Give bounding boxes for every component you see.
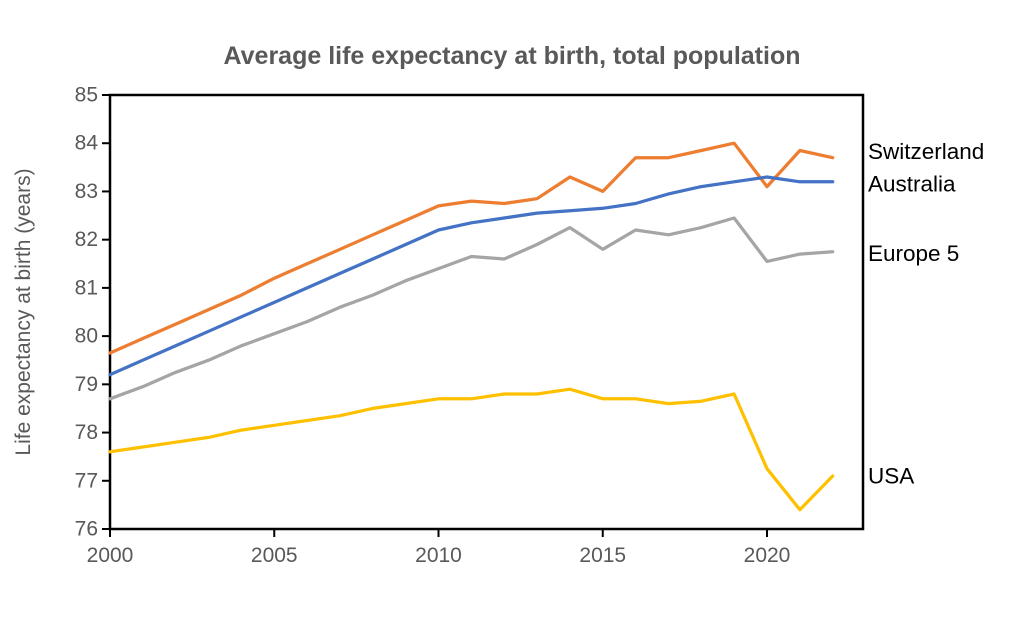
- x-tick-label: 2015: [579, 544, 626, 567]
- y-tick-label: 80: [75, 325, 98, 348]
- y-tick-label: 76: [75, 518, 98, 541]
- y-tick-label: 84: [75, 132, 99, 155]
- x-tick-label: 2010: [415, 544, 462, 567]
- x-tick-label: 2000: [87, 544, 134, 567]
- series-label-europe-5: Europe 5: [868, 241, 959, 266]
- y-tick-label: 77: [75, 469, 98, 492]
- y-tick-label: 79: [75, 373, 98, 396]
- y-tick-label: 78: [75, 421, 98, 444]
- x-tick-label: 2005: [251, 544, 298, 567]
- y-tick-label: 85: [75, 84, 98, 107]
- series-label-switzerland: Switzerland: [868, 139, 984, 164]
- line-series-switzerland: [108, 141, 835, 355]
- y-tick-label: 83: [75, 180, 98, 203]
- y-tick-label: 82: [75, 228, 98, 251]
- y-axis-title: Life expectancy at birth (years): [12, 168, 35, 455]
- x-tick-label: 2020: [744, 544, 791, 567]
- y-tick-label: 81: [75, 276, 98, 299]
- line-series-australia: [108, 175, 835, 377]
- line-series-usa: [108, 387, 835, 512]
- chart-title: Average life expectancy at birth, total …: [223, 42, 801, 70]
- line-series-europe-5: [108, 216, 835, 401]
- plot-border: [108, 93, 865, 531]
- series-label-australia: Australia: [868, 171, 956, 196]
- series-label-usa: USA: [868, 463, 914, 488]
